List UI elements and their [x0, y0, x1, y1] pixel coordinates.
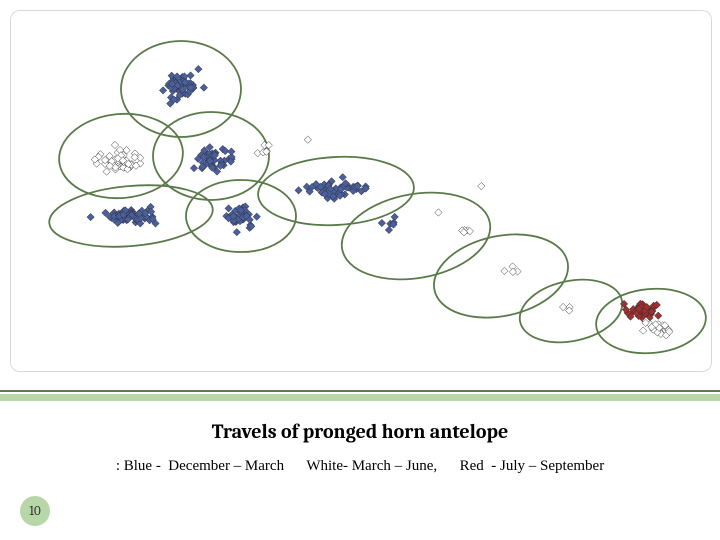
page-number-badge: 10: [20, 496, 50, 526]
scatter-point: [195, 65, 202, 72]
legend-item-blue: Blue - December – March: [124, 458, 284, 474]
scatter-point: [509, 268, 516, 275]
divider-thin-line: [0, 390, 720, 392]
scatter-point: [478, 182, 485, 189]
scatter-point: [501, 267, 508, 274]
scatter-point: [304, 136, 311, 143]
scatter-point: [225, 205, 232, 212]
section-divider: [0, 390, 720, 400]
scatter-point: [190, 164, 197, 171]
scatter-point: [187, 72, 194, 79]
scatter-point: [228, 148, 235, 155]
scatter-point: [111, 141, 118, 148]
slide: Travels of pronged horn antelope : Blue …: [0, 0, 720, 540]
scatter-point: [253, 213, 260, 220]
scatter-point: [295, 187, 302, 194]
scatter-plot: [11, 11, 711, 371]
scatter-point: [655, 312, 662, 319]
cluster-ellipse: [335, 182, 497, 291]
scatter-point: [87, 213, 94, 220]
legend-item-red: Red - July – September: [460, 458, 605, 474]
scatter-point: [559, 303, 566, 310]
legend-item-white: White- March – June,: [306, 458, 437, 474]
scatter-point: [159, 87, 166, 94]
scatter-point: [200, 84, 207, 91]
scatter-point: [639, 327, 646, 334]
scatter-point: [378, 219, 385, 226]
legend-gap-1: [437, 458, 460, 474]
legend-prefix: :: [116, 458, 124, 474]
legend-gap-0: [284, 458, 306, 474]
scatter-point: [233, 229, 240, 236]
cluster-ellipse: [426, 223, 576, 330]
slide-title: Travels of pronged horn antelope: [0, 420, 720, 443]
cluster-ellipse: [593, 284, 708, 357]
legend: : Blue - December – March White- March –…: [0, 458, 720, 475]
divider-thick-line: [0, 394, 720, 401]
scatter-plot-frame: [10, 10, 712, 372]
scatter-point: [385, 226, 392, 233]
scatter-point: [435, 209, 442, 216]
